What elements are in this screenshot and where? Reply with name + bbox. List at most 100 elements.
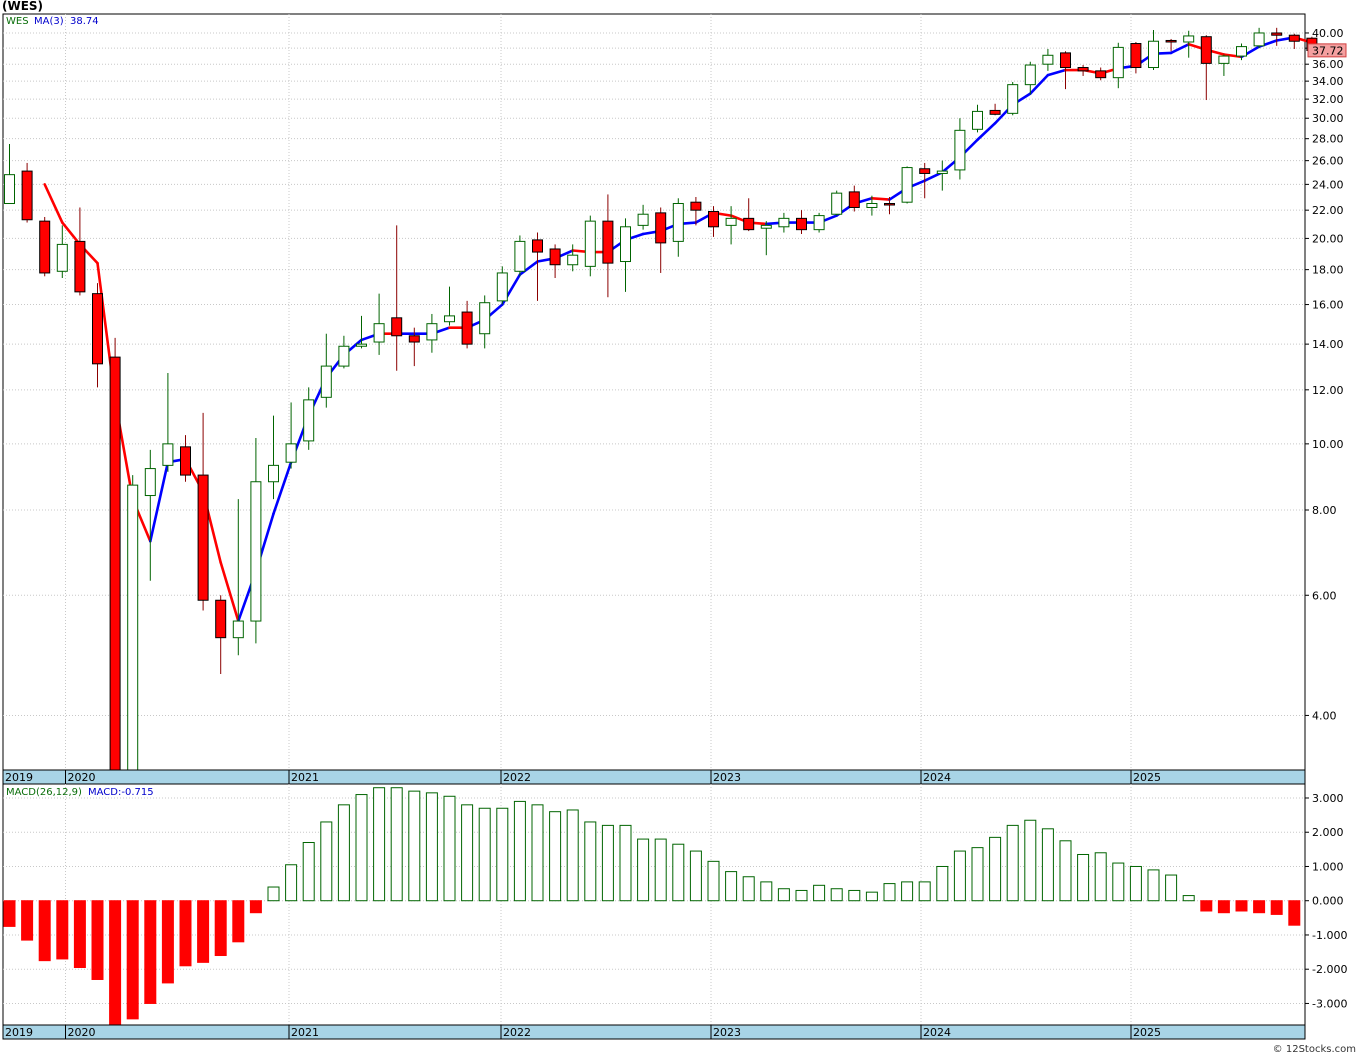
candle [1112, 42, 1124, 89]
macd-x-tick-label: 2023 [713, 1026, 741, 1039]
macd-bar [619, 824, 632, 902]
candle-body [919, 168, 931, 174]
price-x-tick-label: 2022 [503, 771, 531, 784]
candle-body [1271, 32, 1283, 36]
macd-bar [883, 883, 896, 902]
candle-body [778, 217, 790, 228]
candle-body [1024, 64, 1036, 86]
candle [972, 104, 983, 133]
macd-bar [285, 864, 298, 902]
candle-body [760, 224, 772, 229]
candle-body [1148, 40, 1159, 69]
candle [1253, 27, 1265, 49]
macd-bar [901, 881, 914, 902]
candle-body [567, 254, 579, 266]
candle [1165, 38, 1177, 52]
macd-x-tick-label: 2024 [923, 1026, 951, 1039]
candle-body [479, 302, 491, 335]
last-price-tag: 37.72 [1307, 43, 1347, 58]
candle [1042, 48, 1054, 71]
price-tick-label: 4.00 [1312, 709, 1337, 722]
candle [320, 333, 332, 408]
price-x-tick-label: 2024 [923, 771, 951, 784]
candle [426, 313, 438, 353]
candle-body [532, 239, 543, 253]
ma-segment [1029, 73, 1050, 95]
candle [778, 212, 790, 233]
candle-body [1095, 70, 1107, 79]
macd-bar [918, 881, 931, 902]
candlesticks [4, 27, 1318, 791]
ma-segment [272, 460, 293, 516]
price-tick-label: 20.00 [1312, 232, 1344, 245]
macd-bar [689, 850, 702, 902]
macd-bar [777, 888, 790, 902]
macd-bar [1129, 865, 1142, 902]
candle-body [1183, 35, 1195, 43]
ma-segment [219, 561, 240, 623]
macd-bar [38, 900, 51, 962]
candle-body [444, 315, 455, 323]
price-tick-label: 24.00 [1312, 178, 1344, 191]
candle [1200, 35, 1212, 101]
macd-bar [179, 900, 192, 967]
candle [215, 595, 227, 675]
macd-bar [21, 900, 34, 941]
ma-segment [43, 183, 64, 224]
price-x-tick-label: 2025 [1133, 771, 1161, 784]
candle-body [884, 203, 895, 206]
price-tick-label: 26.00 [1312, 155, 1344, 168]
candle-body [461, 311, 473, 345]
candle [1130, 41, 1142, 74]
macd-bar [197, 900, 210, 963]
macd-bar [1270, 900, 1283, 915]
macd-bar [496, 807, 509, 902]
macd-tick-label: 2.000 [1312, 826, 1344, 839]
candle [197, 412, 209, 611]
candle-body [1060, 52, 1071, 69]
candle [232, 499, 244, 656]
macd-bar [1077, 853, 1090, 902]
macd-bar [443, 795, 456, 902]
candle-body [1288, 34, 1300, 42]
candle-body [92, 293, 103, 365]
candle-body [602, 220, 614, 264]
macd-bar [1217, 900, 1230, 914]
candle [92, 283, 103, 388]
macd-bar [865, 891, 878, 902]
price-vertical-gridlines [65, 14, 1132, 770]
candle [620, 218, 631, 292]
candle-body [250, 481, 262, 622]
candle [725, 206, 737, 245]
macd-x-axis-band [2, 1024, 1306, 1040]
candle [760, 221, 772, 256]
candle-body [162, 443, 174, 466]
candle-body [901, 167, 913, 203]
candle [567, 244, 579, 272]
macd-bar [1041, 828, 1054, 902]
candle-body [21, 170, 33, 221]
candle [655, 207, 667, 273]
price-tick-label: 14.00 [1312, 338, 1344, 351]
macd-bar [601, 824, 614, 902]
macd-bar [566, 809, 579, 902]
macd-bar [337, 804, 350, 902]
macd-tick-label: -2.000 [1312, 963, 1347, 976]
candle-body [866, 203, 878, 208]
macd-bar [1059, 840, 1072, 902]
ma-segment [518, 260, 539, 276]
macd-bar [267, 886, 280, 902]
candle-body [743, 217, 755, 231]
candle-body [549, 248, 561, 266]
candle [1007, 82, 1019, 116]
macd-histogram [3, 787, 1301, 1025]
price-tick-label: 28.00 [1312, 133, 1344, 146]
candle-body [813, 215, 825, 231]
candle [56, 225, 68, 278]
macd-bar [1182, 895, 1195, 902]
macd-x-axis-labels: 2019 2020 2021 2022 2023 2024 2025 [5, 1025, 1161, 1039]
price-y-axis: 4.00 6.00 8.00 10.00 12.00 14.00 16.00 18.00 20.… [1305, 27, 1344, 722]
candle [285, 402, 297, 469]
candle-body [268, 464, 279, 483]
candle [303, 387, 315, 450]
